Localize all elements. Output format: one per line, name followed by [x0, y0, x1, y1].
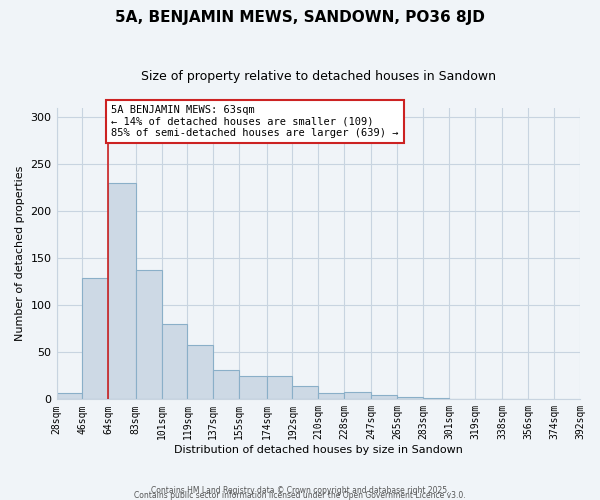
Text: Contains HM Land Registry data © Crown copyright and database right 2025.: Contains HM Land Registry data © Crown c… [151, 486, 449, 495]
Bar [213, 370, 239, 400]
Text: 5A BENJAMIN MEWS: 63sqm
← 14% of detached houses are smaller (109)
85% of semi-d: 5A BENJAMIN MEWS: 63sqm ← 14% of detache… [111, 105, 398, 138]
Bar [318, 392, 344, 400]
Bar [266, 376, 292, 400]
Bar [109, 183, 136, 400]
Text: 5A, BENJAMIN MEWS, SANDOWN, PO36 8JD: 5A, BENJAMIN MEWS, SANDOWN, PO36 8JD [115, 10, 485, 25]
Bar [161, 324, 187, 400]
Text: Contains public sector information licensed under the Open Government Licence v3: Contains public sector information licen… [134, 491, 466, 500]
Bar [187, 345, 213, 400]
Bar [423, 398, 449, 400]
Bar [397, 398, 423, 400]
Bar [371, 394, 397, 400]
Bar [344, 392, 371, 400]
Y-axis label: Number of detached properties: Number of detached properties [15, 166, 25, 341]
Bar [136, 270, 161, 400]
Bar [239, 376, 266, 400]
X-axis label: Distribution of detached houses by size in Sandown: Distribution of detached houses by size … [174, 445, 463, 455]
Bar [82, 278, 109, 400]
Title: Size of property relative to detached houses in Sandown: Size of property relative to detached ho… [141, 70, 496, 83]
Bar [56, 392, 82, 400]
Bar [292, 386, 318, 400]
